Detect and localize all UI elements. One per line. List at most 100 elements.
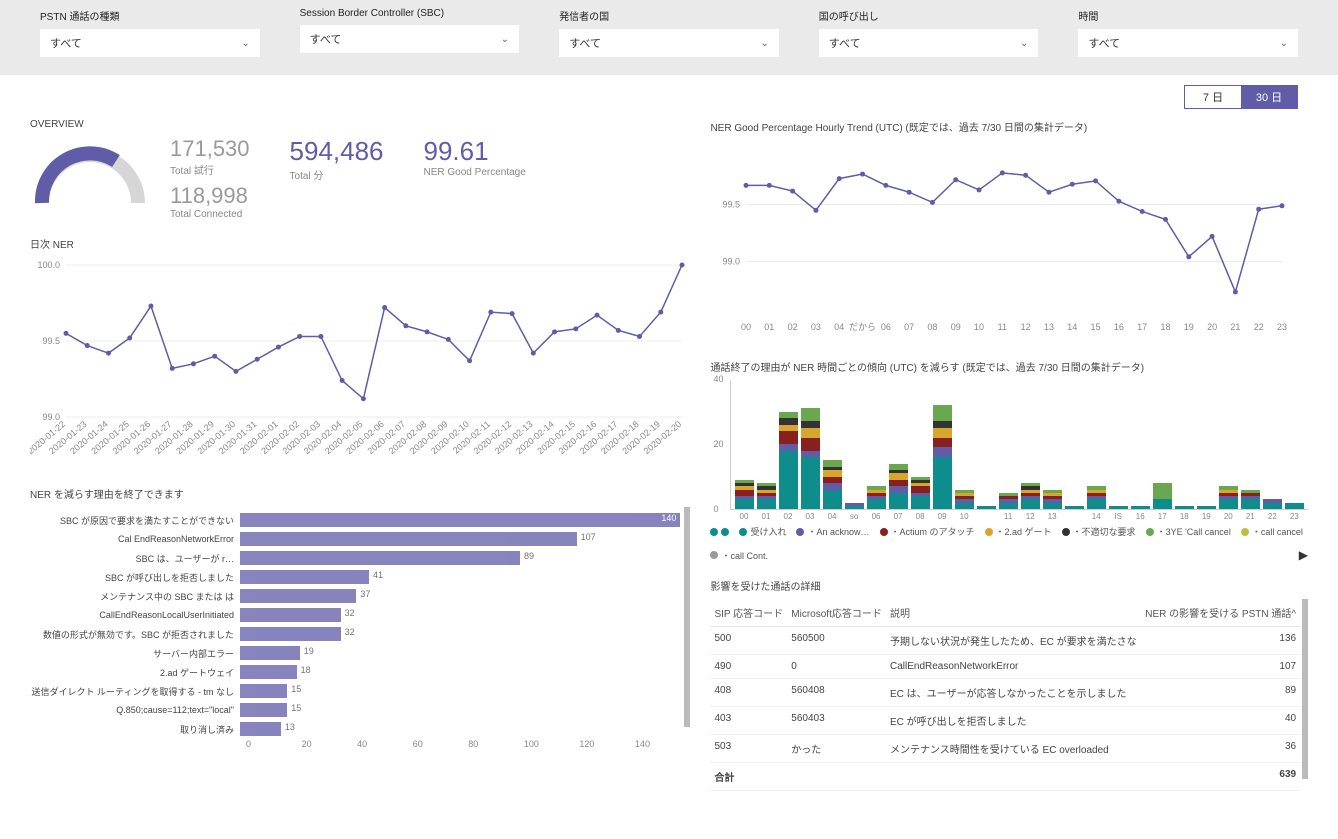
total-min-value: 594,486: [290, 136, 384, 167]
svg-text:09: 09: [951, 322, 961, 332]
total-connected-value: 118,998: [170, 183, 250, 209]
hbar-label: SBC は、ユーザーが r…: [30, 552, 240, 565]
hbar-label: Q.850;cause=112;text="local": [30, 705, 240, 715]
reduce-reasons-panel: NER を減らす理由を終了できます SBC が原因で要求を満たすことができない …: [30, 486, 690, 749]
hbar-label: 取り消し済み: [30, 723, 240, 736]
filter-label-0: PSTN 通話の種類: [40, 8, 260, 23]
hourly-ner-title: NER Good Percentage Hourly Trend (UTC) (…: [710, 119, 1308, 134]
hbar-fill: 19: [240, 646, 300, 660]
hbar-label: メンテナンス中の SBC または は: [30, 590, 240, 603]
filter-bar: PSTN 通話の種類 すべて⌄ Session Border Controller…: [0, 0, 1338, 75]
stacked-panel: 通話終了の理由が NER 時間ごとの傾向 (UTC) を減らす (既定では、過去…: [710, 359, 1308, 562]
filter-dropdown-1[interactable]: すべて⌄: [300, 25, 520, 53]
ner-pct-value: 99.61: [424, 136, 526, 167]
hbar-fill: 37: [240, 589, 356, 603]
hourly-ner-chart: 99.099.50001020304だから0607080910111213141…: [710, 140, 1290, 340]
gauge-chart: [30, 143, 150, 213]
svg-text:14: 14: [1068, 322, 1078, 332]
svg-text:02: 02: [788, 322, 798, 332]
svg-text:20: 20: [1208, 322, 1218, 332]
hbar-label: 送信ダイレクト ルーティングを取得する - tm なし: [30, 685, 240, 698]
svg-text:16: 16: [1114, 322, 1124, 332]
hbar-label: Cal EndReasonNetworkError: [30, 534, 240, 544]
hbar-label: サーバー内部エラー: [30, 647, 240, 660]
svg-text:99.0: 99.0: [723, 256, 741, 266]
hourly-ner-panel: NER Good Percentage Hourly Trend (UTC) (…: [710, 119, 1308, 343]
svg-text:04: 04: [835, 322, 845, 332]
legend-next-icon[interactable]: ▶: [1299, 548, 1308, 562]
hbar-label: 数値の形式が無効です。SBC が拒否されました: [30, 628, 240, 641]
legend-label: ・不適切な要求: [1073, 525, 1136, 538]
hbar-fill: 89: [240, 551, 520, 565]
hbar-label: SBC が呼び出しを拒否しました: [30, 571, 240, 584]
legend-label: ・call cancel: [1252, 525, 1303, 538]
svg-text:21: 21: [1231, 322, 1241, 332]
svg-text:99.0: 99.0: [42, 412, 60, 422]
svg-text:00: 00: [741, 322, 751, 332]
stacked-bar-chart: 02040: [730, 380, 1308, 510]
svg-text:99.5: 99.5: [42, 336, 60, 346]
table-row[interactable]: 403560403EC が呼び出しを拒否しました40: [710, 707, 1300, 735]
stacked-title: 通話終了の理由が NER 時間ごとの傾向 (UTC) を減らす (既定では、過去…: [710, 359, 1308, 374]
table-scrollbar[interactable]: [1302, 599, 1308, 779]
svg-text:18: 18: [1161, 322, 1171, 332]
filter-label-1: Session Border Controller (SBC): [300, 8, 520, 19]
table-header[interactable]: Microsoft応答コード: [787, 599, 886, 627]
chevron-down-icon: ⌄: [241, 38, 249, 49]
total-connected-label: Total Connected: [170, 209, 250, 220]
chevron-down-icon: ⌄: [501, 34, 509, 45]
filter-dropdown-3[interactable]: すべて⌄: [819, 29, 1039, 57]
filter-dropdown-0[interactable]: すべて⌄: [40, 29, 260, 57]
svg-text:12: 12: [1021, 322, 1031, 332]
table-row[interactable]: 408560408EC は、ユーザーが応答しなかったことを示しました89: [710, 679, 1300, 707]
detail-table: SIP 応答コードMicrosoft応答コード説明NER の影響を受ける PST…: [710, 599, 1300, 791]
hbar-fill: 32: [240, 627, 341, 641]
toggle-30day[interactable]: 30 日: [1241, 86, 1297, 108]
svg-text:100.0: 100.0: [37, 260, 60, 270]
table-header[interactable]: NER の影響を受ける PSTN 通話^: [1141, 599, 1300, 627]
ner-pct-label: NER Good Percentage: [424, 167, 526, 178]
legend-label: 受け入れ: [750, 525, 786, 538]
legend-label: ・call Cont.: [721, 549, 768, 562]
svg-text:99.5: 99.5: [723, 200, 741, 210]
hbar-fill: 32: [240, 608, 341, 622]
chevron-down-icon: ⌄: [760, 38, 768, 49]
svg-text:17: 17: [1138, 322, 1148, 332]
hbar-fill: 140: [240, 513, 680, 527]
hbar-fill: 15: [240, 684, 287, 698]
table-panel: 影響を受けた通話の詳細 SIP 応答コードMicrosoft応答コード説明NER…: [710, 578, 1308, 791]
legend-label: ・2.ad ゲート: [996, 525, 1052, 538]
hbar-fill: 13: [240, 722, 281, 736]
svg-text:06: 06: [881, 322, 891, 332]
total-attempts-value: 171,530: [170, 136, 250, 162]
stacked-legend: 受け入れ・An acknow…・Actium のアタッチ・2.ad ゲート・不適…: [710, 525, 1308, 562]
table-row[interactable]: 500560500予期しない状況が発生したため、EC が要求を満たさな136: [710, 627, 1300, 655]
svg-text:08: 08: [928, 322, 938, 332]
svg-text:13: 13: [1044, 322, 1054, 332]
daily-ner-panel: 日次 NER 99.099.5100.02020-01-222020-01-23…: [30, 236, 690, 470]
svg-text:だから: だから: [849, 322, 876, 332]
hbar-fill: 15: [240, 703, 287, 717]
table-header[interactable]: 説明: [886, 599, 1141, 627]
svg-text:15: 15: [1091, 322, 1101, 332]
toggle-7day[interactable]: 7 日: [1185, 86, 1241, 108]
svg-text:07: 07: [905, 322, 915, 332]
total-min-label: Total 分: [290, 167, 384, 182]
filter-dropdown-4[interactable]: すべて⌄: [1078, 29, 1298, 57]
table-row[interactable]: 4900CallEndReasonNetworkError107: [710, 655, 1300, 679]
filter-dropdown-2[interactable]: すべて⌄: [559, 29, 779, 57]
filter-label-2: 発信者の国: [559, 8, 779, 23]
table-row[interactable]: 503かったメンテナンス時間性を受けている EC overloaded36: [710, 735, 1300, 763]
hbar-label: 2.ad ゲートウェイ: [30, 666, 240, 679]
total-attempts-label: Total 試行: [170, 162, 250, 177]
hbar-scrollbar[interactable]: [684, 507, 690, 727]
filter-label-3: 国の呼び出し: [819, 8, 1039, 23]
svg-text:23: 23: [1277, 322, 1287, 332]
reduce-reasons-title: NER を減らす理由を終了できます: [30, 486, 690, 501]
chevron-down-icon: ⌄: [1280, 38, 1288, 49]
svg-text:22: 22: [1254, 322, 1264, 332]
hbar-fill: 18: [240, 665, 297, 679]
table-header[interactable]: SIP 応答コード: [710, 599, 787, 627]
filter-label-4: 時間: [1078, 8, 1298, 23]
svg-text:03: 03: [811, 322, 821, 332]
